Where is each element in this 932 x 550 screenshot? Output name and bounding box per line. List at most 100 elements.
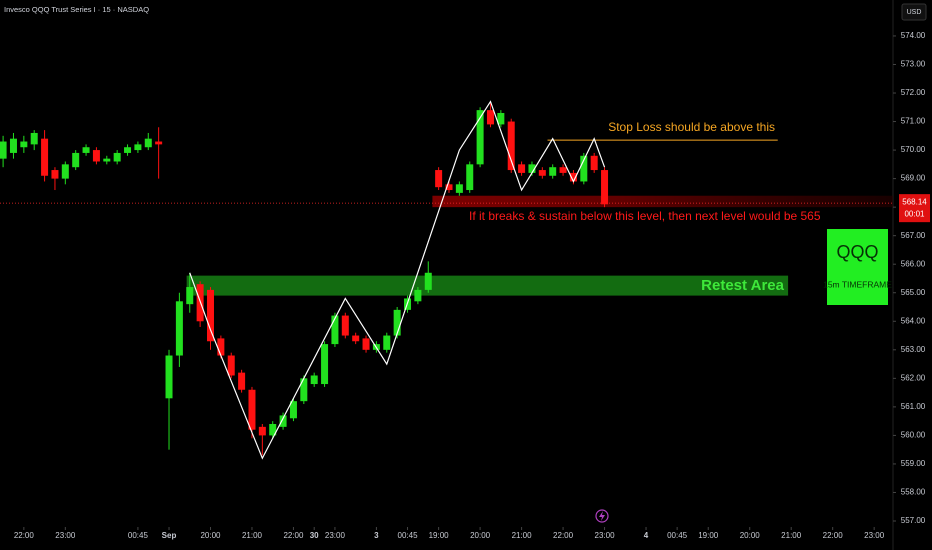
candle-body [518,164,526,173]
countdown-label: 00:01 [904,209,925,218]
candle [269,421,277,439]
candle-body [258,426,266,436]
badge-box [827,229,888,305]
candle-body [103,158,111,162]
candle-body [580,155,588,182]
candle-body [497,112,505,125]
candle [352,332,360,345]
icon-bolt [599,511,605,521]
candle-body [455,184,463,193]
y-tick-label: 567.00 [901,231,926,240]
candle-body [144,138,152,148]
candle-body [289,401,297,419]
candle-body [538,170,546,176]
candle [383,332,391,353]
candle-body [72,152,80,168]
candle [41,130,49,182]
candle [279,412,287,430]
candle [227,352,235,379]
candle-body [383,335,391,350]
candle-body [134,144,142,151]
candle-body [445,184,453,191]
candle-body [113,152,121,162]
y-tick-label: 573.00 [901,60,926,69]
candle-body [341,315,349,336]
y-tick-label: 559.00 [901,459,926,468]
x-tick-label: 23:00 [55,531,76,540]
candle [362,335,370,353]
x-tick-label: 20:00 [740,531,761,540]
x-tick-label: 22:00 [553,531,574,540]
x-tick-label: 21:00 [242,531,263,540]
candle [580,152,588,185]
candle-body [352,335,360,342]
candle [424,261,432,293]
badge-symbol: QQQ [836,242,878,262]
currency-box[interactable] [901,3,927,21]
y-tick-label: 557.00 [901,516,926,525]
candle [321,341,329,387]
candle [248,386,256,439]
candle [165,349,173,450]
x-tick-label: 20:00 [200,531,221,540]
x-tick-label: 00:45 [398,531,419,540]
candle-body [155,141,163,145]
candle [289,398,297,422]
candle-body [51,170,59,179]
y-tick-label: 569.00 [901,174,926,183]
candle-body [549,167,557,176]
currency: USD [907,9,922,16]
candle-body [61,164,69,179]
candle [559,164,567,176]
candle-body [393,309,401,336]
icon-ring [595,509,609,523]
candle [414,287,422,305]
x-tick-label: 23:00 [325,531,346,540]
candle [124,144,132,156]
candle-body [269,423,277,436]
lightning-icon[interactable] [595,509,609,523]
x-tick-label: 30 [310,531,319,540]
candle-body [206,289,214,342]
y-tick-label: 564.00 [901,316,926,325]
candle-body [175,301,183,356]
x-tick-label: Sep [162,531,177,540]
candle [507,118,515,173]
candle-body [30,132,38,145]
candle [300,375,308,405]
y-tick-label: 570.00 [901,145,926,154]
candle [518,161,526,176]
y-tick-label: 565.00 [901,288,926,297]
x-tick-label: 19:00 [429,531,450,540]
last-price-box [899,194,930,223]
candle-body [217,338,225,356]
x-tick-label: 00:45 [667,531,688,540]
candle [92,147,100,165]
candle-body [486,110,494,125]
candle-body [321,344,329,385]
candle [445,181,453,193]
candle [20,135,28,153]
x-tick-label: 23:00 [864,531,885,540]
candle [30,130,38,151]
x-tick-label: 3 [374,531,379,540]
candle-body [559,167,567,173]
candle-body [227,355,235,376]
candle [134,141,142,153]
candle [497,110,505,128]
y-tick-label: 558.00 [901,488,926,497]
candle-body [9,138,17,153]
candle [590,152,598,173]
candle-body [41,138,49,176]
candle-body [300,378,308,402]
candle-body [248,389,256,430]
x-tick-label: 21:00 [512,531,533,540]
candle [435,167,443,191]
candle [206,287,214,350]
candle-body [590,155,598,171]
candle [341,312,349,339]
candle [9,132,17,159]
candle-body [310,375,318,385]
